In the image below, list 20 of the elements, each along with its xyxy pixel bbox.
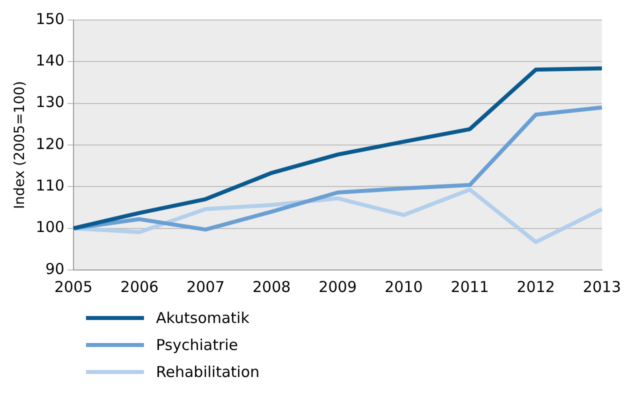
- y-tick-label: 120: [36, 134, 64, 153]
- x-tick-label: 2009: [318, 278, 357, 296]
- legend-label: Rehabilitation: [156, 362, 260, 380]
- y-tick-label: 150: [36, 10, 64, 28]
- x-tick-label: 2007: [186, 278, 225, 296]
- y-axis-title: Index (2005=100): [12, 81, 28, 209]
- y-tick-label: 100: [36, 218, 64, 236]
- legend-label: Psychiatrie: [156, 336, 238, 354]
- legend-label: Akutsomatik: [156, 308, 250, 326]
- x-tick-label: 2005: [54, 278, 93, 296]
- x-tick-label: 2008: [252, 278, 291, 296]
- x-tick-label: 2006: [120, 278, 159, 296]
- x-tick-label: 2013: [582, 278, 622, 296]
- y-tick-label: 140: [36, 52, 64, 70]
- y-tick-label: 110: [36, 176, 64, 195]
- x-tick-label: 2010: [384, 278, 423, 296]
- x-tick-label: 2012: [516, 278, 555, 296]
- y-tick-label: 90: [45, 260, 64, 278]
- x-tick-label: 2011: [450, 278, 489, 296]
- y-tick-label: 130: [36, 93, 64, 112]
